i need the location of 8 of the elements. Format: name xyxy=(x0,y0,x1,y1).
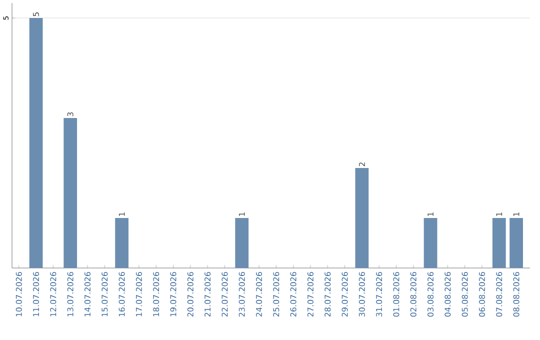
bar xyxy=(64,118,78,268)
bar xyxy=(424,218,438,268)
bar xyxy=(510,218,523,268)
bar xyxy=(235,218,249,268)
bar xyxy=(29,18,43,268)
bar xyxy=(492,218,506,268)
bar xyxy=(355,168,369,268)
bar xyxy=(115,218,128,268)
